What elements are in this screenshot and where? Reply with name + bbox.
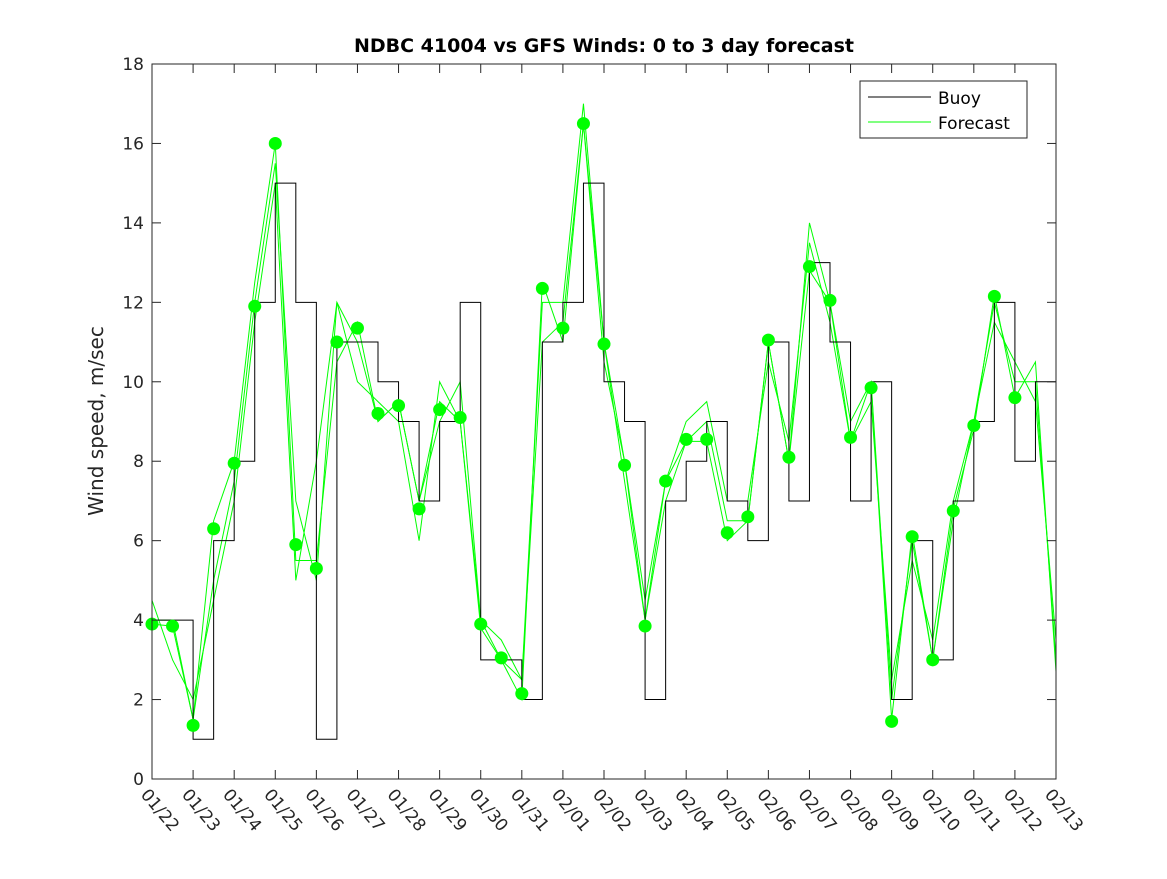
forecast-point (474, 617, 488, 631)
forecast-point (700, 432, 714, 446)
forecast-point (576, 117, 590, 131)
forecast-point (761, 333, 775, 347)
y-tick-label: 4 (133, 611, 144, 631)
forecast-point (802, 260, 816, 274)
forecast-point (926, 653, 940, 667)
y-tick-label: 2 (133, 691, 144, 711)
forecast-point (535, 281, 549, 295)
forecast-point (207, 522, 221, 536)
y-tick-label: 8 (133, 452, 144, 472)
x-tick-label: 01/27 (342, 785, 389, 835)
y-tick-label: 12 (122, 293, 144, 313)
forecast-point (350, 321, 364, 335)
x-tick-label: 02/03 (629, 785, 676, 835)
forecast-point (268, 136, 282, 150)
forecast-point (720, 526, 734, 540)
x-tick-label: 02/05 (711, 785, 758, 835)
forecast-point (618, 458, 632, 472)
y-axis: 0 2 4 6 8 10 12 14 16 18 (122, 55, 1056, 790)
forecast-point (987, 289, 1001, 303)
forecast-point (515, 687, 529, 701)
x-tick-label: 02/12 (999, 785, 1046, 835)
x-tick-label: 01/24 (218, 785, 265, 835)
y-tick-label: 10 (122, 373, 144, 393)
forecast-point (227, 456, 241, 470)
forecast-point (823, 293, 837, 307)
forecast-point (248, 299, 262, 313)
forecast-point (885, 714, 899, 728)
y-axis-label: Wind speed, m/sec (84, 326, 108, 516)
legend-buoy-label: Buoy (938, 89, 981, 109)
x-tick-label: 01/22 (136, 785, 183, 835)
forecast-point (844, 430, 858, 444)
forecast-point (905, 530, 919, 544)
forecast-point (659, 474, 673, 488)
chart-title: NDBC 41004 vs GFS Winds: 0 to 3 day fore… (354, 35, 854, 57)
x-axis: 01/2201/2301/2401/2501/2601/2701/2801/29… (136, 64, 1087, 836)
forecast-point (186, 718, 200, 732)
forecast-point (741, 510, 755, 524)
forecast-point (679, 432, 693, 446)
x-tick-label: 01/23 (177, 785, 224, 835)
x-tick-label: 02/13 (1040, 785, 1087, 835)
y-tick-label: 18 (122, 55, 144, 75)
forecast-point (166, 619, 180, 633)
forecast-point (453, 411, 467, 425)
x-tick-label: 02/02 (588, 785, 635, 835)
x-tick-label: 02/01 (547, 785, 594, 835)
x-tick-label: 02/06 (753, 785, 800, 835)
x-tick-label: 02/09 (876, 785, 923, 835)
forecast-point (330, 335, 344, 349)
forecast-point (289, 538, 303, 552)
x-tick-label: 01/26 (301, 785, 348, 835)
forecast-point (433, 403, 447, 417)
forecast-point (597, 337, 611, 351)
forecast-point (638, 619, 652, 633)
buoy-line (152, 182, 1057, 740)
y-tick-label: 14 (122, 214, 144, 234)
x-tick-label: 02/11 (958, 785, 1005, 835)
x-tick-label: 01/30 (465, 785, 512, 835)
x-tick-label: 02/07 (794, 785, 841, 835)
forecast-point (494, 651, 508, 665)
forecast-point (864, 381, 878, 395)
x-tick-label: 01/28 (383, 785, 430, 835)
x-tick-label: 01/25 (259, 785, 306, 835)
plot-area (145, 103, 1057, 740)
x-tick-label: 01/29 (424, 785, 471, 835)
x-tick-label: 02/08 (835, 785, 882, 835)
x-tick-label: 02/04 (670, 785, 717, 835)
forecast-point (946, 504, 960, 518)
y-tick-label: 16 (122, 134, 144, 154)
forecast-point (371, 407, 385, 421)
forecast-point (782, 450, 796, 464)
x-tick-label: 02/10 (917, 785, 964, 835)
forecast-point (1008, 391, 1022, 405)
x-tick-label: 01/31 (506, 785, 553, 835)
forecast-point (309, 561, 323, 575)
legend-box (859, 80, 1028, 139)
forecast-point (967, 418, 981, 432)
y-tick-label: 0 (133, 770, 144, 790)
forecast-point (392, 399, 406, 413)
legend-forecast-label: Forecast (938, 114, 1010, 134)
forecast-point (412, 502, 426, 516)
legend: Buoy Forecast (859, 80, 1028, 139)
forecast-point (556, 321, 570, 335)
y-tick-label: 6 (133, 532, 144, 552)
